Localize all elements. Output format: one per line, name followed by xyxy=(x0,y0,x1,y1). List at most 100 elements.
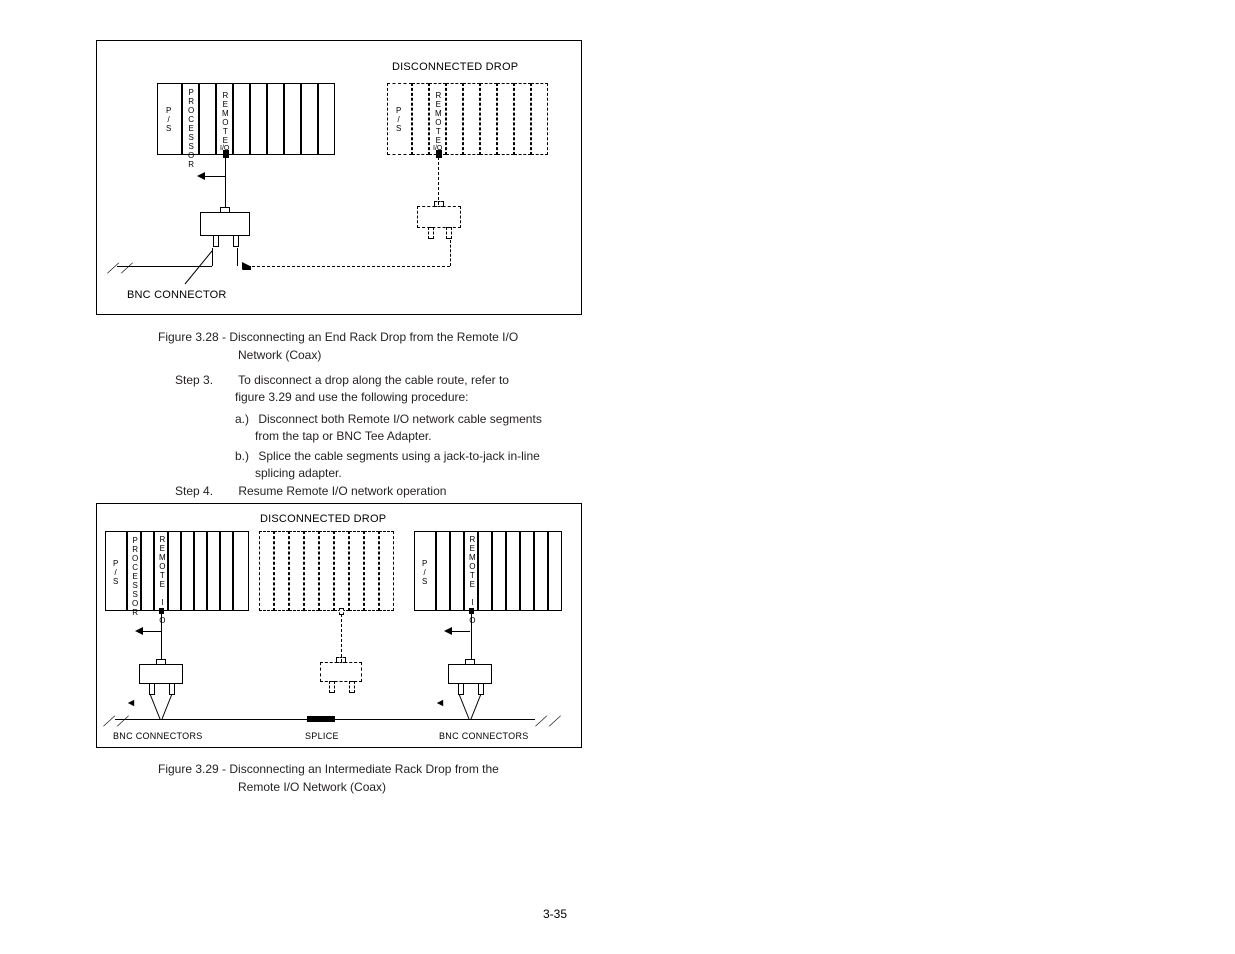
bullet-b: b.) Splice the cable segments using a ja… xyxy=(235,448,595,482)
figure-328-frame: DISCONNECTED DROP P / S PROCESSOR REMOTE… xyxy=(96,40,582,315)
bnc-v-icon xyxy=(142,694,182,722)
processor-text: PROCESSOR xyxy=(132,536,138,617)
tap-top-icon xyxy=(156,659,166,665)
step-3: Step 3. To disconnect a drop along the c… xyxy=(175,372,595,406)
fig328-rack-left-slot-remote: REMOTE I/O xyxy=(216,83,233,155)
caption-line1: Figure 3.29 - Disconnecting an Intermedi… xyxy=(158,762,499,776)
tap-top-icon xyxy=(336,657,346,663)
tap-box xyxy=(448,664,492,684)
slot-remote: REMOTE I/O xyxy=(154,531,168,611)
arrow-line xyxy=(452,631,470,632)
ps-letter: / xyxy=(113,568,118,577)
ps-letter: / xyxy=(166,115,171,124)
ps-letter: P xyxy=(422,559,427,568)
cable-break-icon: ⟋ ⟋ xyxy=(535,713,559,730)
slot xyxy=(181,531,194,611)
arrow-line xyxy=(143,631,161,632)
remote-text: REMOTE xyxy=(222,91,229,145)
step-4: Step 4. Resume Remote I/O network operat… xyxy=(175,483,595,500)
splice-icon xyxy=(307,716,335,722)
slot xyxy=(284,83,301,155)
ps-letter: S xyxy=(166,124,171,133)
tap-box xyxy=(139,664,183,684)
slot xyxy=(349,531,364,611)
ps-letter: P xyxy=(113,559,118,568)
arrow-icon xyxy=(197,172,205,180)
drop-cable-dashed xyxy=(341,614,342,662)
cable-break-icon: ⟋ ⟋ xyxy=(103,713,127,730)
ps-letter: S xyxy=(422,577,427,586)
tap-box-dashed xyxy=(320,662,362,682)
slot xyxy=(480,83,497,155)
tap-leg-icon xyxy=(446,227,452,239)
fig329-splice-label: SPLICE xyxy=(305,731,339,741)
fig328-rack-left: P / S PROCESSOR REMOTE I/O xyxy=(157,83,335,155)
slot xyxy=(168,531,181,611)
drop-cable xyxy=(471,613,472,663)
ps-letter: P xyxy=(166,106,171,115)
step4-text: Resume Remote I/O network operation xyxy=(238,484,446,498)
tap-top-icon xyxy=(220,207,230,213)
slot xyxy=(289,531,304,611)
cable-break-icon: ⟋ ⟋ xyxy=(107,260,131,277)
slot-processor: PROCESSOR xyxy=(127,531,141,611)
bullet-b-l1: Splice the cable segments using a jack-t… xyxy=(258,449,539,463)
bullet-a-l1: Disconnect both Remote I/O network cable… xyxy=(258,412,541,426)
caption-line2: Remote I/O Network (Coax) xyxy=(158,780,386,794)
slot xyxy=(220,531,233,611)
fig329-bnc-right-label: BNC CONNECTORS xyxy=(439,731,529,741)
slot xyxy=(506,531,520,611)
bullet-a-mark: a.) xyxy=(235,411,255,428)
slot xyxy=(141,531,154,611)
fig328-rack-left-slot-ps: P / S xyxy=(157,83,182,155)
slot xyxy=(534,531,548,611)
bnc-v-icon xyxy=(451,694,491,722)
slot xyxy=(520,531,534,611)
ps-letter: / xyxy=(422,568,427,577)
ps-letter: S xyxy=(396,124,401,133)
arrow-icon xyxy=(437,700,443,706)
arrow-tail xyxy=(243,266,251,270)
ps-letter: S xyxy=(113,577,118,586)
tap-top-icon xyxy=(465,659,475,665)
step3-label: Step 3. xyxy=(175,372,235,389)
remote-text: REMOTE xyxy=(435,91,442,145)
slot xyxy=(301,83,318,155)
slot xyxy=(478,531,492,611)
slot xyxy=(412,83,429,155)
slot xyxy=(259,531,274,611)
io-port-icon xyxy=(436,150,442,158)
figure-328-title: DISCONNECTED DROP xyxy=(392,61,518,73)
slot xyxy=(436,531,450,611)
bnc-connector-label: BNC CONNECTOR xyxy=(127,289,227,301)
slot-ps: P / S xyxy=(414,531,436,611)
slot xyxy=(364,531,379,611)
caption-line1: Figure 3.28 - Disconnecting an End Rack … xyxy=(158,330,518,344)
drop-cable-dashed xyxy=(438,157,439,205)
slot xyxy=(250,83,267,155)
fig329-rack-3: P / S REMOTE I/O xyxy=(414,531,562,611)
slot xyxy=(304,531,319,611)
page: DISCONNECTED DROP P / S PROCESSOR REMOTE… xyxy=(0,0,1235,954)
arrow-line xyxy=(205,176,225,177)
slot xyxy=(492,531,506,611)
figure-328-caption: Figure 3.28 - Disconnecting an End Rack … xyxy=(158,328,588,364)
drop-cable xyxy=(225,157,226,212)
step4-label: Step 4. xyxy=(175,483,235,500)
tap-leg-icon xyxy=(349,681,355,693)
ps-letter: / xyxy=(396,115,401,124)
processor-text: PROCESSOR xyxy=(188,88,194,169)
figure-329-frame: DISCONNECTED DROP P / S PROCESSOR REMOTE… xyxy=(96,503,582,748)
arrow-icon xyxy=(135,627,143,635)
slot xyxy=(379,531,394,611)
ps-letter: P xyxy=(396,106,401,115)
page-number: 3-35 xyxy=(543,907,567,921)
fig328-rack-right-slot-ps: P / S xyxy=(387,83,412,155)
slot xyxy=(194,531,207,611)
slot xyxy=(267,83,284,155)
fig328-rack-right: P / S REMOTE I/O xyxy=(387,83,548,155)
tap-box xyxy=(200,212,250,236)
slot xyxy=(450,531,464,611)
fig329-bnc-left-label: BNC CONNECTORS xyxy=(113,731,203,741)
tap-leg-icon xyxy=(329,681,335,693)
